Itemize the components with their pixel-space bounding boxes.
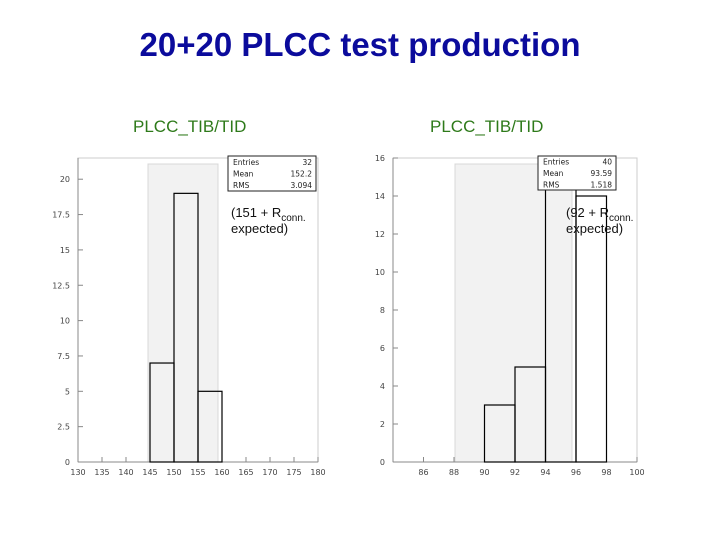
y-tick-label: 10 (60, 317, 70, 326)
y-tick-label: 15 (60, 246, 70, 255)
y-tick-label: 0 (380, 458, 385, 467)
x-tick-label: 165 (238, 468, 253, 477)
panel-label-left: PLCC_TIB/TID (133, 117, 247, 136)
y-tick-label: 5 (65, 387, 70, 396)
x-tick-label: 90 (479, 468, 489, 477)
stats-value: 40 (602, 158, 612, 167)
histogram-bin (197, 390, 223, 463)
stats-box: Entries 40 Mean 93.59 RMS 1.518 (537, 155, 617, 191)
stats-value: 93.59 (591, 169, 613, 178)
y-tick-label: 17.5 (52, 211, 70, 220)
x-tick-label: 98 (601, 468, 611, 477)
x-tick-label: 92 (510, 468, 520, 477)
x-tick-label: 100 (629, 468, 644, 477)
histogram-fill-region (147, 163, 219, 463)
x-tick-label: 150 (166, 468, 181, 477)
stats-value: 152.2 (291, 170, 313, 179)
stats-label: Mean (543, 169, 564, 178)
stats-value: 32 (302, 158, 312, 167)
expected-annotation-line2: expected) (566, 221, 623, 236)
x-tick-label: 135 (94, 468, 109, 477)
panel-label-right: PLCC_TIB/TID (430, 117, 544, 136)
y-tick-label: 14 (375, 192, 385, 201)
x-tick-label: 155 (190, 468, 205, 477)
y-tick-label: 8 (380, 306, 385, 315)
x-tick-label: 94 (540, 468, 550, 477)
expected-annotation-line1: (92 + Rconn. (566, 205, 633, 224)
y-tick-label: 2.5 (57, 423, 70, 432)
y-tick-label: 20 (60, 175, 70, 184)
stats-label: RMS (543, 180, 560, 189)
stats-value: 1.518 (591, 180, 613, 189)
x-tick-label: 86 (418, 468, 428, 477)
expected-annotation-line2: expected) (231, 221, 288, 236)
histogram-bin (575, 195, 608, 463)
stats-box: Entries 32 Mean 152.2 RMS 3.094 (227, 155, 317, 192)
y-tick-label: 10 (375, 268, 385, 277)
histogram-bin (173, 192, 199, 463)
y-tick-label: 4 (380, 382, 385, 391)
y-tick-label: 0 (65, 458, 70, 467)
x-tick-label: 175 (286, 468, 301, 477)
x-tick-label: 130 (70, 468, 85, 477)
expected-annotation-line1: (151 + Rconn. (231, 205, 306, 224)
histogram-0: 0 2.5 5 7.5 10 12.5 15 17.5 20 130 135 140 145 150 155… (52, 155, 326, 477)
y-tick-label: 2 (380, 420, 385, 429)
x-tick-label: 145 (142, 468, 157, 477)
x-tick-label: 160 (214, 468, 229, 477)
histogram-1: 0 2 4 6 8 10 12 14 16 86 88 90 92 94 96 98 100 Entries 40 M… (375, 154, 645, 477)
slide-title: 20+20 PLCC test production (139, 26, 581, 63)
histogram-fill-region (454, 163, 573, 463)
x-tick-label: 88 (449, 468, 459, 477)
y-tick-label: 12 (375, 230, 385, 239)
stats-value: 3.094 (291, 181, 313, 190)
x-tick-label: 180 (310, 468, 325, 477)
stats-label: RMS (233, 181, 250, 190)
x-tick-label: 96 (571, 468, 581, 477)
stats-label: Mean (233, 170, 254, 179)
stats-box-frame (227, 155, 317, 192)
x-tick-label: 170 (262, 468, 277, 477)
stats-box-frame (537, 155, 617, 191)
y-tick-label: 7.5 (57, 352, 70, 361)
stats-label: Entries (233, 158, 259, 167)
y-tick-label: 12.5 (52, 281, 70, 290)
stats-label: Entries (543, 158, 569, 167)
y-tick-label: 6 (380, 344, 385, 353)
x-tick-label: 140 (118, 468, 133, 477)
y-tick-label: 16 (375, 154, 385, 163)
